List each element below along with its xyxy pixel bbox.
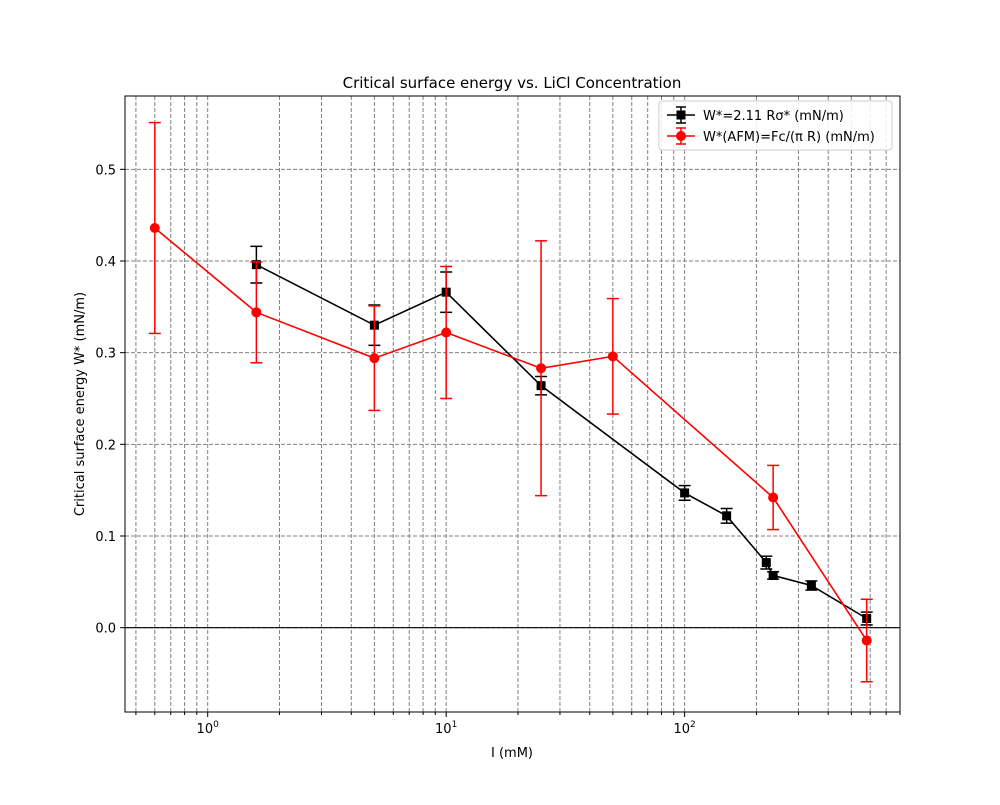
data-point: [251, 307, 262, 318]
y-tick-label: 0.2: [95, 438, 116, 453]
legend-marker-series-0: [676, 110, 686, 120]
series-line: [256, 263, 868, 620]
ticks-layer: 0.0 0.1 0.2 0.3 0.4 0.5 100 101 102: [95, 163, 901, 737]
series-1: [148, 121, 873, 683]
data-point: [441, 327, 452, 338]
x-tick-label: 101: [435, 720, 457, 737]
x-tick-label: 102: [673, 720, 695, 737]
data-point: [806, 581, 816, 590]
y-tick-label: 0.5: [95, 163, 116, 178]
legend-box: [658, 100, 893, 151]
x-axis-title: I (mM): [491, 746, 533, 761]
data-point: [680, 488, 690, 498]
legend-label-series-0: W*=2.11 Rσ* (mN/m): [703, 109, 844, 124]
data-point: [149, 223, 160, 233]
legend: W*=2.11 Rσ* (mN/m) W*(AFM)=Fc/(π R) (mN/…: [658, 100, 893, 151]
x-tick-label: 100: [197, 720, 220, 737]
y-axis-title: Critical surface energy W* (mN/m): [73, 292, 88, 516]
data-point: [761, 558, 771, 568]
legend-marker-series-1: [676, 131, 686, 141]
data-point: [768, 570, 778, 580]
series-layer: [148, 121, 873, 683]
data-point: [607, 351, 618, 362]
y-tick-label: 0.0: [95, 622, 116, 637]
legend-label-series-1: W*(AFM)=Fc/(π R) (mN/m): [703, 130, 875, 145]
data-point: [768, 492, 779, 503]
data-point: [536, 363, 547, 374]
data-point: [722, 511, 732, 521]
data-point: [861, 635, 872, 646]
y-tick-label: 0.4: [95, 255, 116, 270]
data-point: [369, 353, 380, 364]
series-line: [154, 227, 868, 641]
y-tick-label: 0.3: [95, 347, 116, 362]
y-tick-label: 0.1: [95, 530, 116, 545]
axes-frame: [124, 95, 901, 713]
chart-title: Critical surface energy vs. LiCl Concent…: [343, 74, 682, 92]
